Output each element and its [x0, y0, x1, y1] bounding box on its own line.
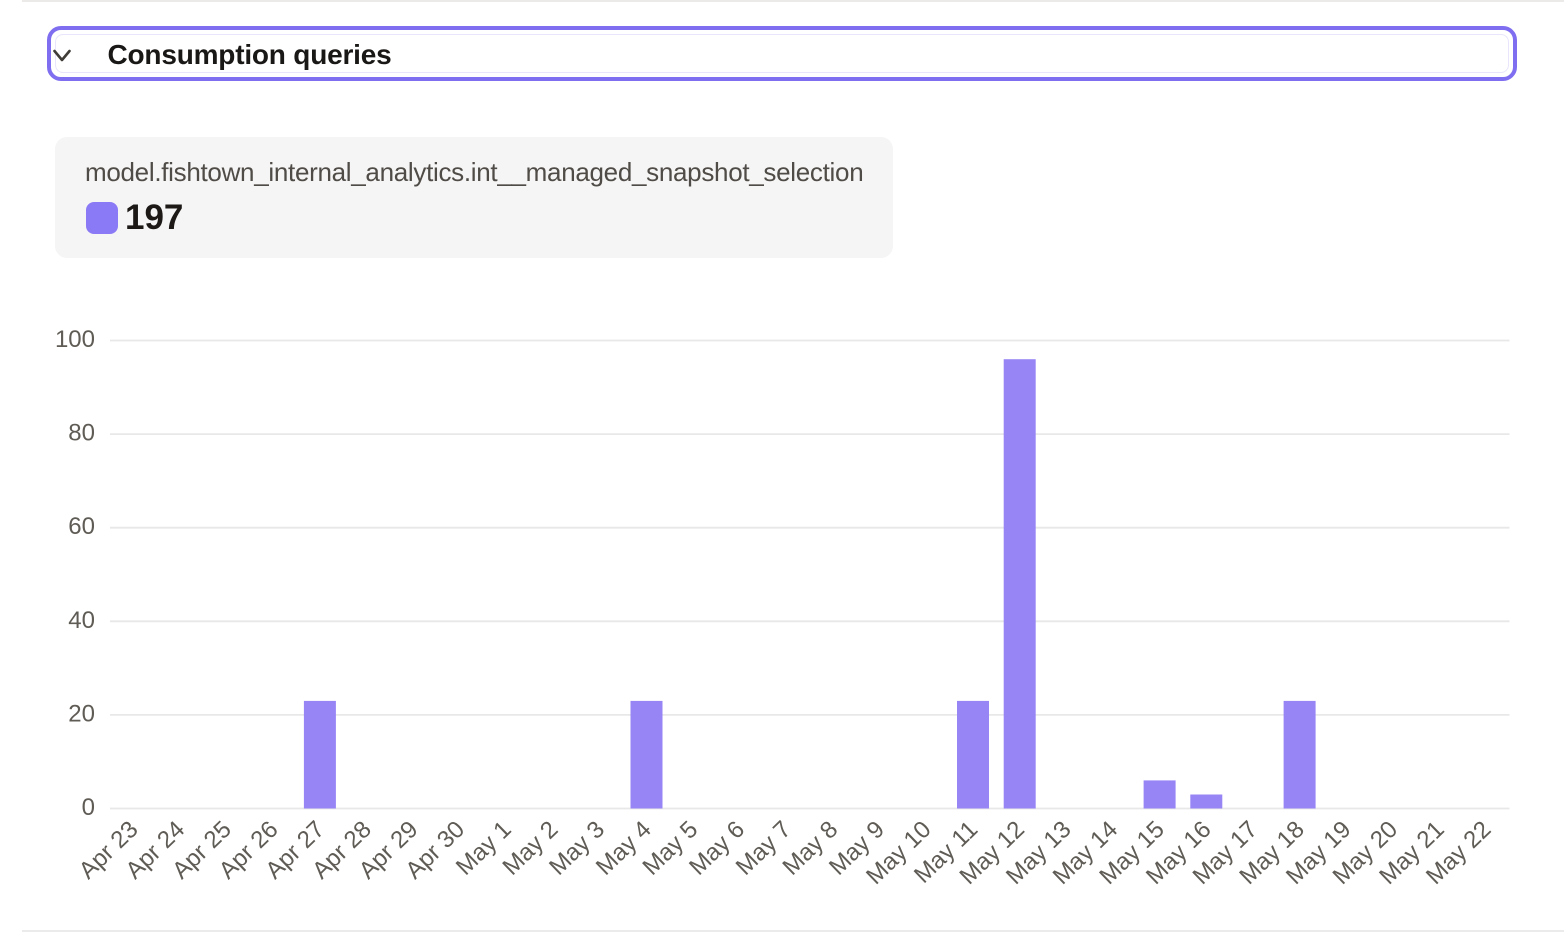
- svg-text:80: 80: [68, 420, 95, 447]
- svg-text:100: 100: [55, 326, 95, 353]
- svg-text:60: 60: [68, 513, 95, 540]
- svg-text:20: 20: [68, 700, 95, 727]
- svg-text:0: 0: [82, 794, 95, 821]
- svg-text:40: 40: [68, 607, 95, 634]
